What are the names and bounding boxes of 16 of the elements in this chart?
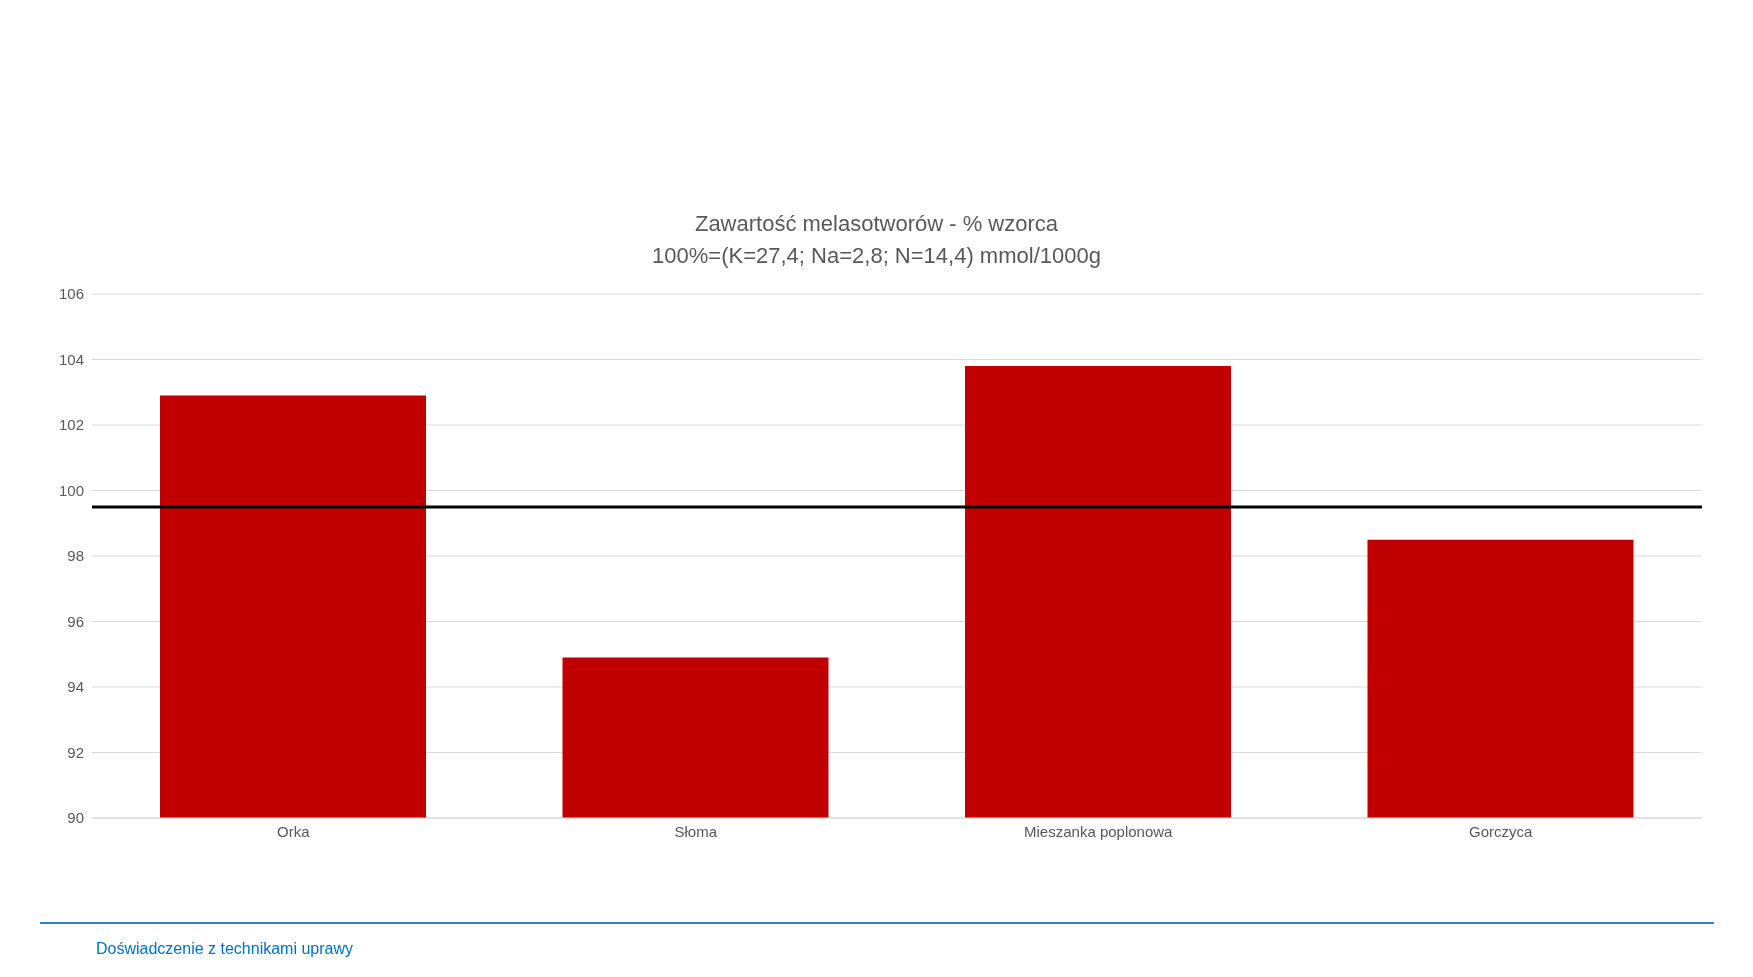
- y-tick-label: 102: [58, 416, 84, 434]
- y-tick-label: 100: [58, 481, 84, 499]
- y-tick-label: 106: [58, 285, 84, 303]
- x-tick-label: Słoma: [674, 822, 718, 840]
- x-tick-label: Mieszanka poplonowa: [1024, 822, 1174, 840]
- y-tick-label: 96: [67, 612, 84, 630]
- y-tick-label: 94: [67, 678, 84, 696]
- y-tick-label: 104: [58, 350, 84, 368]
- x-tick-label: Orka: [276, 822, 311, 840]
- text: Doświadczenie z technikami uprawy: [96, 940, 353, 958]
- y-tick-label: 92: [67, 743, 84, 761]
- y-tick-label: 98: [67, 547, 84, 565]
- chart-subtitle: 100%=(K=27,4; Na=2,8; N=14,4) mmol/1000g: [651, 242, 1102, 270]
- chart-title: Zawartość melasotworów - % wzorca: [693, 210, 1060, 238]
- y-tick-label: 90: [67, 809, 84, 827]
- x-tick-label: Gorczyca: [1469, 822, 1534, 840]
